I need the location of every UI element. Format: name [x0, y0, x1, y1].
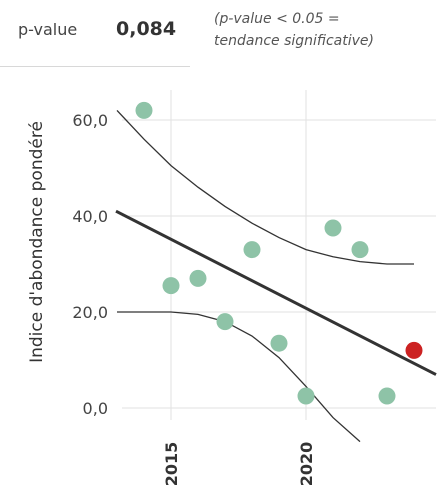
lower-confidence-curve [117, 311, 361, 443]
pvalue-note: (p-value < 0.05 = tendance significative… [214, 8, 374, 52]
confidence-band [116, 109, 414, 443]
pvalue-note-line1: (p-value < 0.05 = [214, 11, 340, 27]
grid-layer [122, 90, 436, 420]
data-point-7 [324, 219, 342, 237]
upper-confidence-curve [116, 109, 414, 265]
pvalue-label: p-value [18, 20, 78, 39]
data-point-9 [378, 387, 396, 405]
data-point-6 [297, 387, 315, 405]
y-tick-label-2: 40,0 [72, 207, 108, 226]
axis-labels: 0,0 20,0 40,0 60,0 2015 2020 Indice d'abondanc… [27, 111, 316, 486]
y-tick-label-3: 60,0 [72, 111, 108, 130]
data-point-3 [216, 313, 234, 331]
data-point-1 [162, 277, 180, 295]
x-tick-label-1: 2020 [297, 442, 316, 487]
pvalue-box: p-value 0,084 [0, 0, 190, 67]
trend-line-layer [115, 209, 437, 376]
data-point-8 [351, 241, 369, 259]
data-point-highlight [405, 341, 423, 359]
data-point-5 [270, 334, 288, 352]
data-point-2 [189, 269, 207, 287]
pvalue-note-line2: tendance significative) [214, 33, 374, 49]
x-tick-label-0: 2015 [162, 442, 181, 487]
data-point-0 [135, 101, 153, 119]
pvalue-value: 0,084 [116, 18, 177, 40]
trend-line [115, 209, 437, 376]
y-axis-title: Indice d'abondance pondéré [27, 121, 47, 363]
y-tick-label-1: 20,0 [72, 303, 108, 322]
data-points [135, 101, 423, 405]
data-point-4 [243, 241, 261, 259]
y-tick-label-0: 0,0 [83, 399, 108, 418]
